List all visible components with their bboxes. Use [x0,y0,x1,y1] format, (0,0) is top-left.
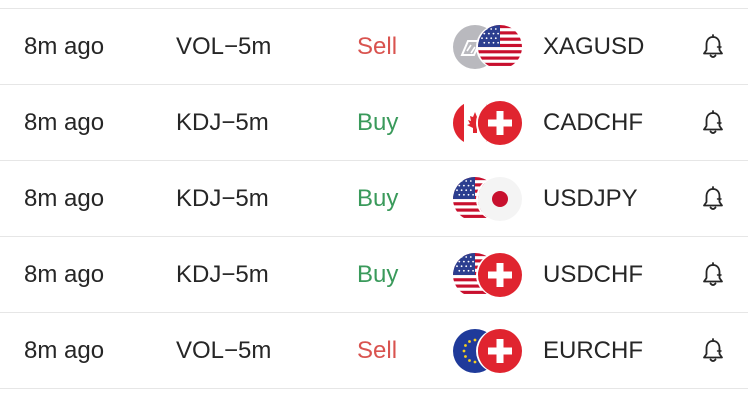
alert-row-usdchf[interactable]: 8m ago KDJ−5m Buy USDCHF [0,237,748,313]
currency-pair-flags [453,253,525,297]
bell-icon[interactable] [699,261,727,289]
alert-time: 8m ago [24,185,105,212]
alert-indicator: KDJ−5m [176,185,269,212]
alert-time: 8m ago [24,337,105,364]
alert-time: 8m ago [24,261,105,288]
currency-pair-flags [453,177,525,221]
currency-pair-symbol: USDCHF [543,261,643,288]
alert-indicator: VOL−5m [176,337,272,364]
list-top-divider [0,8,748,9]
alert-signal: Buy [357,185,399,212]
currency-pair-flags [453,25,525,69]
switzerland-flag-icon [478,253,522,297]
alert-indicator: KDJ−5m [176,261,269,288]
alert-signal: Sell [357,337,398,364]
us-flag-icon [453,177,497,221]
alert-indicator: VOL−5m [176,33,272,60]
alert-row-eurchf[interactable]: 8m ago VOL−5m Sell EURCHF [0,313,748,389]
alert-signal: Buy [357,261,399,288]
japan-flag-icon [478,177,522,221]
bell-icon[interactable] [699,185,727,213]
alert-signal: Buy [357,109,399,136]
alert-indicator: KDJ−5m [176,109,269,136]
us-flag-icon [478,25,522,69]
bell-icon[interactable] [699,33,727,61]
switzerland-flag-icon [478,329,522,373]
bell-icon[interactable] [699,337,727,365]
alert-row-usdjpy[interactable]: 8m ago KDJ−5m Buy USDJPY [0,161,748,237]
switzerland-flag-icon [478,101,522,145]
alert-row-cadchf[interactable]: 8m ago KDJ−5m Buy CADCHF [0,85,748,161]
currency-pair-symbol: XAGUSD [543,33,645,60]
alert-signal: Sell [357,33,398,60]
alert-time: 8m ago [24,33,105,60]
currency-pair-symbol: USDJPY [543,185,638,212]
bell-icon[interactable] [699,109,727,137]
alert-row-xagusd[interactable]: 8m ago VOL−5m Sell XAGUSD [0,9,748,85]
currency-pair-flags [453,329,525,373]
alert-time: 8m ago [24,109,105,136]
currency-pair-flags [453,101,525,145]
currency-pair-symbol: CADCHF [543,109,643,136]
currency-pair-symbol: EURCHF [543,337,643,364]
